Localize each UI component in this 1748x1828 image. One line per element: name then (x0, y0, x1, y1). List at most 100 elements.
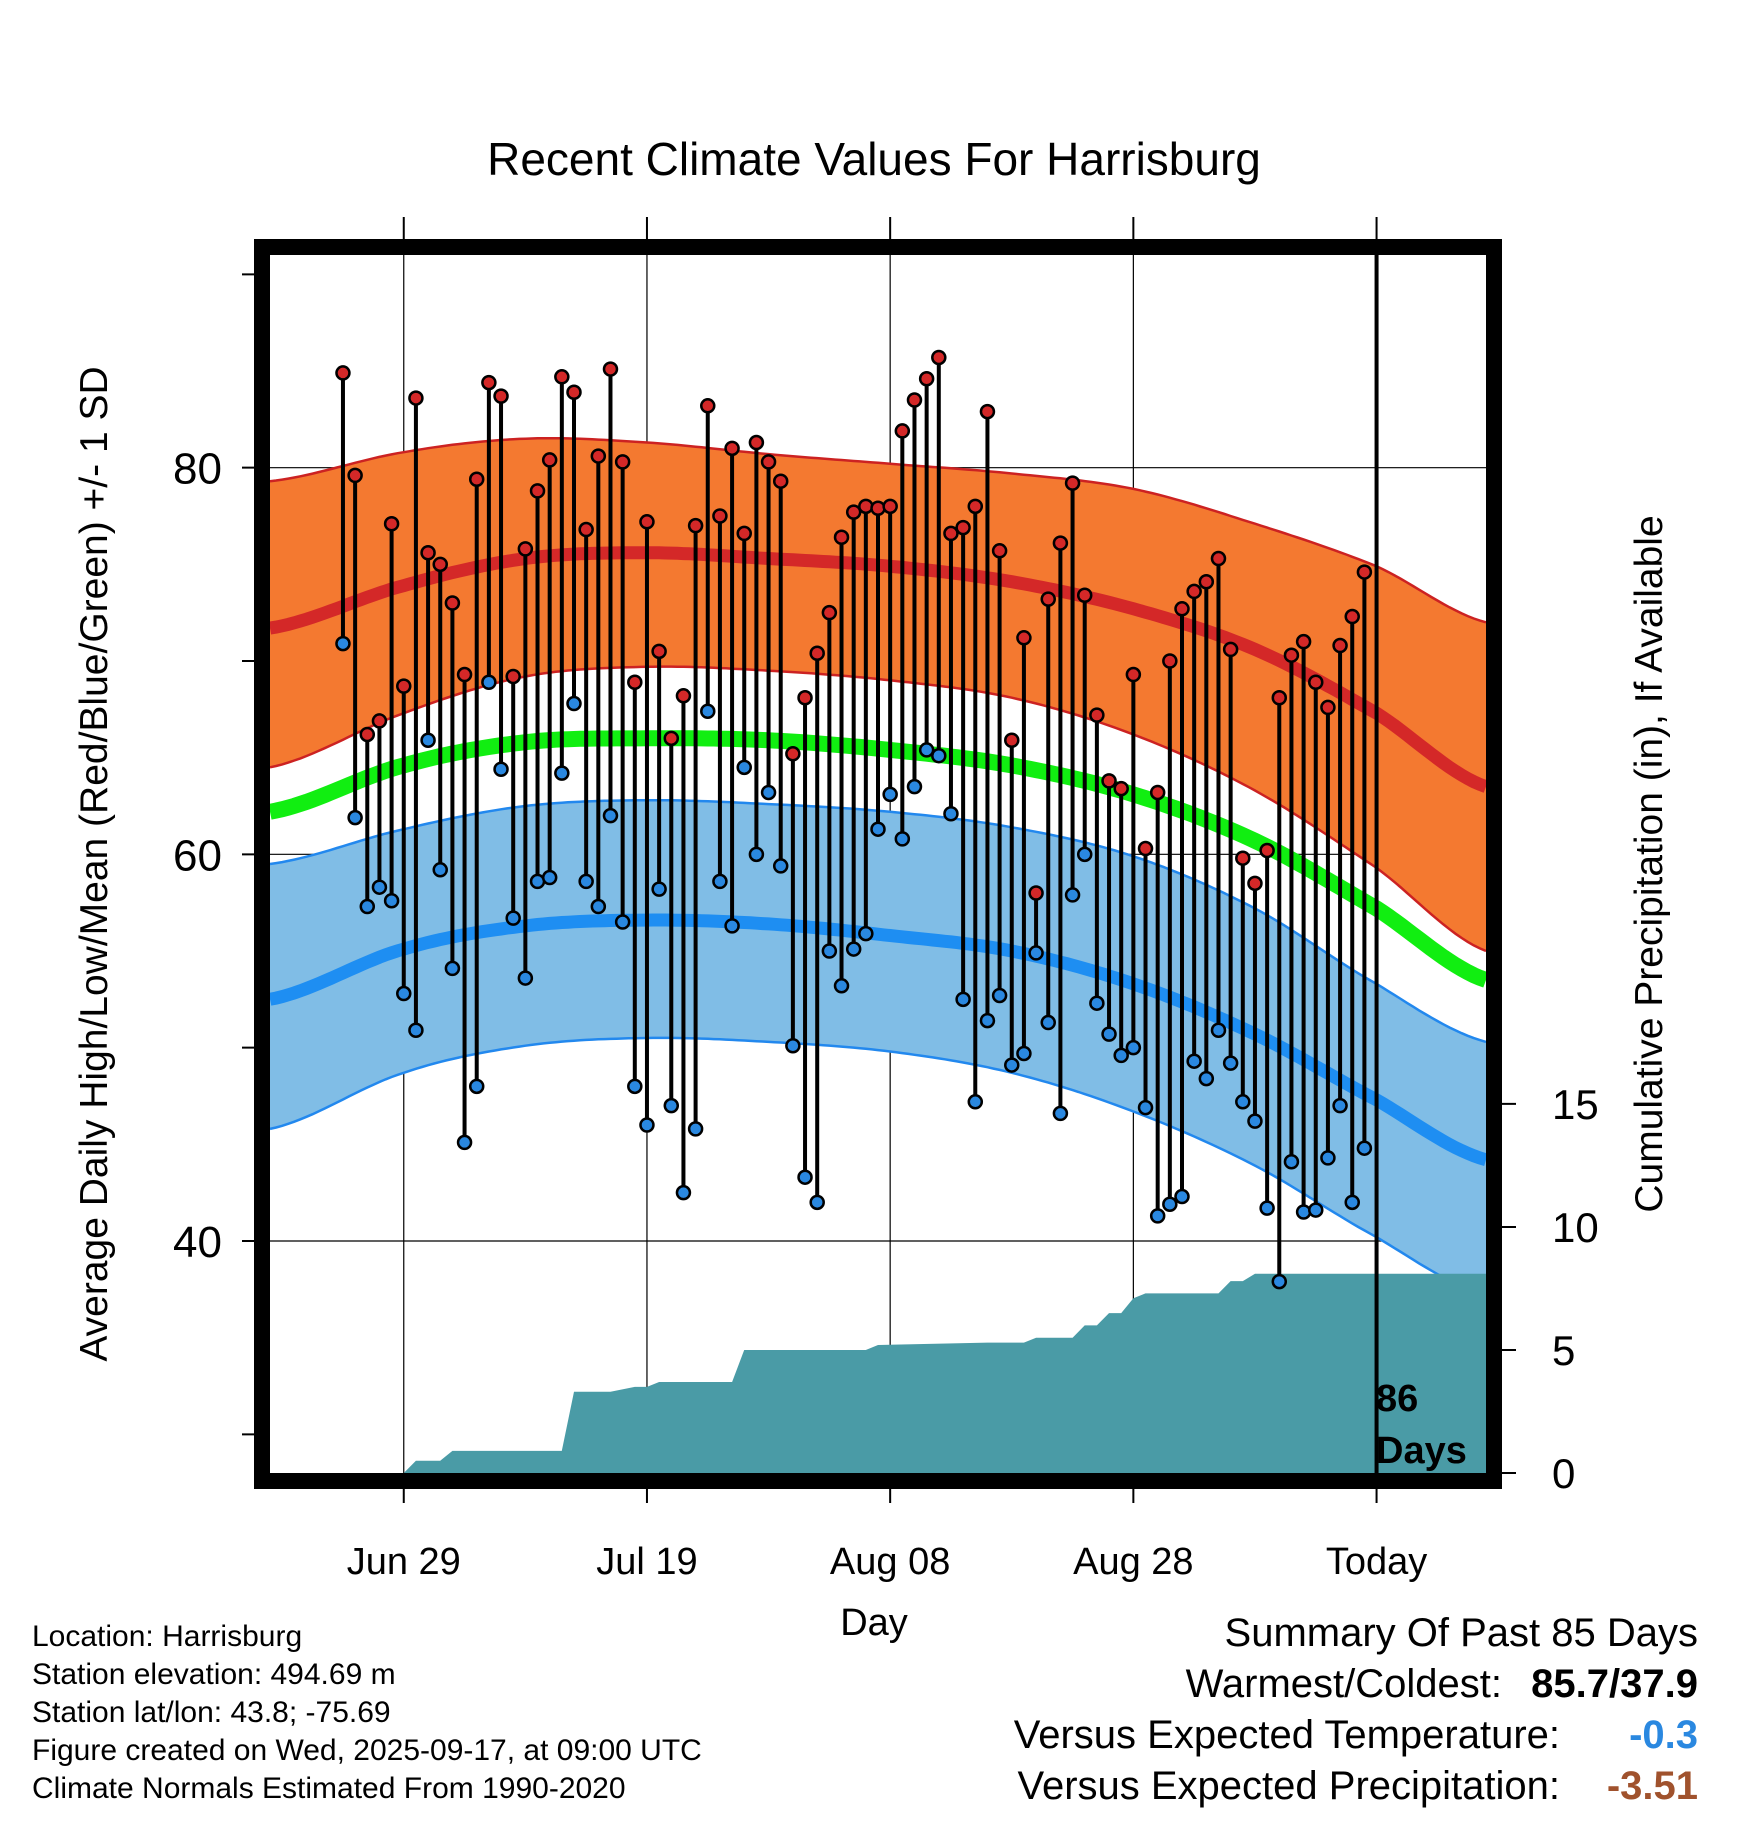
daily-high-point (748, 434, 765, 451)
x-axis-label: Day (840, 1602, 908, 1644)
daily-high-point (408, 390, 424, 406)
low-normal-band-lower-edge (269, 1036, 1487, 1297)
daily-high-point (359, 726, 376, 743)
daily-high-point (1186, 583, 1202, 600)
axes: 40 60 80 0 5 10 15 Jun 29 Jul 19 Aug 08 Aug 28 Toda… (173, 217, 1599, 1583)
precip-label: Versus Expected Precipitation: (1017, 1764, 1560, 1808)
daily-low-point (493, 761, 509, 778)
daily-low-point (408, 1022, 424, 1039)
daily-low-point (1089, 995, 1105, 1011)
daily-high-point (894, 423, 911, 439)
daily-high-point (979, 403, 996, 420)
daily-high-point (1356, 564, 1373, 580)
daily-high-point (663, 730, 680, 747)
y2-tick-label: 0 (1552, 1450, 1575, 1497)
daily-high-point (858, 498, 874, 515)
daily-low-point (979, 1012, 996, 1029)
daily-low-point (687, 1121, 704, 1137)
daily-low-point (1222, 1055, 1239, 1071)
daily-low-point (1332, 1097, 1348, 1114)
daily-high-point (809, 645, 825, 662)
y-tick-label: 40 (173, 1218, 222, 1267)
summary-heading: Summary Of Past 85 Days (1224, 1611, 1698, 1655)
daily-low-point (1210, 1022, 1227, 1039)
daily-high-point (1344, 608, 1360, 625)
daily-high-point (1198, 573, 1215, 590)
daily-high-point (614, 454, 631, 470)
daily-high-point (347, 467, 363, 484)
daily-low-point (627, 1078, 643, 1095)
daily-low-point (833, 978, 850, 994)
daily-low-point (614, 914, 631, 930)
daily-high-point (335, 365, 351, 381)
daily-high-point (420, 544, 436, 561)
daily-low-point (955, 991, 971, 1008)
daily-low-point (1125, 1039, 1142, 1056)
precip-value: -3.51 (1606, 1764, 1698, 1808)
daily-high-point (1064, 475, 1081, 491)
daily-low-point (1076, 846, 1093, 863)
daily-low-point (1174, 1188, 1190, 1205)
daily-low-point (991, 987, 1008, 1004)
daily-high-point (687, 517, 704, 534)
daily-low-point (1356, 1140, 1373, 1156)
daily-low-point (748, 846, 765, 863)
daily-high-point (493, 388, 509, 404)
daily-high-point (432, 556, 448, 573)
elevation-text: Station elevation: 494.69 m (32, 1658, 396, 1691)
latlon-text: Station lat/lon: 43.8; -75.69 (32, 1696, 391, 1729)
daily-high-point (821, 604, 838, 621)
daily-high-point (396, 678, 412, 694)
daily-low-point (590, 898, 607, 915)
daily-low-point (1235, 1094, 1251, 1110)
daily-high-point (383, 515, 400, 532)
daily-high-point (1028, 885, 1044, 901)
y2-tick-label: 10 (1552, 1204, 1599, 1251)
daily-low-point (1113, 1047, 1129, 1064)
daily-low-point (967, 1094, 984, 1110)
daily-high-point (1247, 875, 1263, 892)
daily-low-point (517, 970, 534, 986)
summary-panel: Summary Of Past 85 Days Warmest/Coldest:… (1014, 1608, 1698, 1812)
daily-low-point (1271, 1273, 1288, 1290)
precip-cumulative-area (270, 1273, 1486, 1473)
daily-high-point (1271, 689, 1288, 706)
daily-high-point (1113, 780, 1129, 797)
daily-high-point (991, 543, 1008, 559)
daily-low-point (444, 960, 461, 977)
plot-area (268, 255, 1489, 1473)
daily-low-point (736, 759, 752, 776)
daily-low-point (821, 943, 838, 959)
daily-high-point (371, 713, 388, 729)
daily-high-point (456, 666, 473, 683)
precip-row: Versus Expected Precipitation: -3.51 (1014, 1761, 1698, 1812)
daily-high-point (566, 384, 582, 401)
daily-low-point (1004, 1057, 1020, 1073)
daily-low-point (1198, 1070, 1215, 1087)
daily-high-point (505, 668, 521, 685)
y2-tick-label: 5 (1552, 1327, 1575, 1374)
daily-low-point (566, 695, 582, 712)
daily-high-point (967, 498, 984, 515)
high-normal-band-upper-edge (269, 436, 1487, 624)
daily-high-point (760, 454, 777, 470)
daily-high-point (700, 398, 716, 414)
daily-low-point (1259, 1200, 1275, 1216)
daily-high-point (481, 374, 497, 391)
chart-title: Recent Climate Values For Harrisburg (487, 133, 1261, 185)
daily-high-point (1283, 647, 1300, 663)
daily-high-point (785, 746, 801, 762)
daily-high-point (1174, 601, 1190, 617)
daily-high-point (639, 514, 655, 530)
daily-high-point (736, 525, 752, 542)
daily-low-point (554, 765, 570, 781)
daily-high-point (906, 392, 923, 408)
daily-high-point (1332, 637, 1348, 654)
y-tick-label: 60 (173, 831, 222, 880)
daily-high-point (627, 674, 643, 691)
warm-cold-value: 85.7/37.9 (1531, 1662, 1698, 1706)
x-tick-label: Jun 29 (347, 1541, 461, 1583)
daily-low-point (712, 873, 728, 890)
daily-high-point (468, 471, 485, 488)
